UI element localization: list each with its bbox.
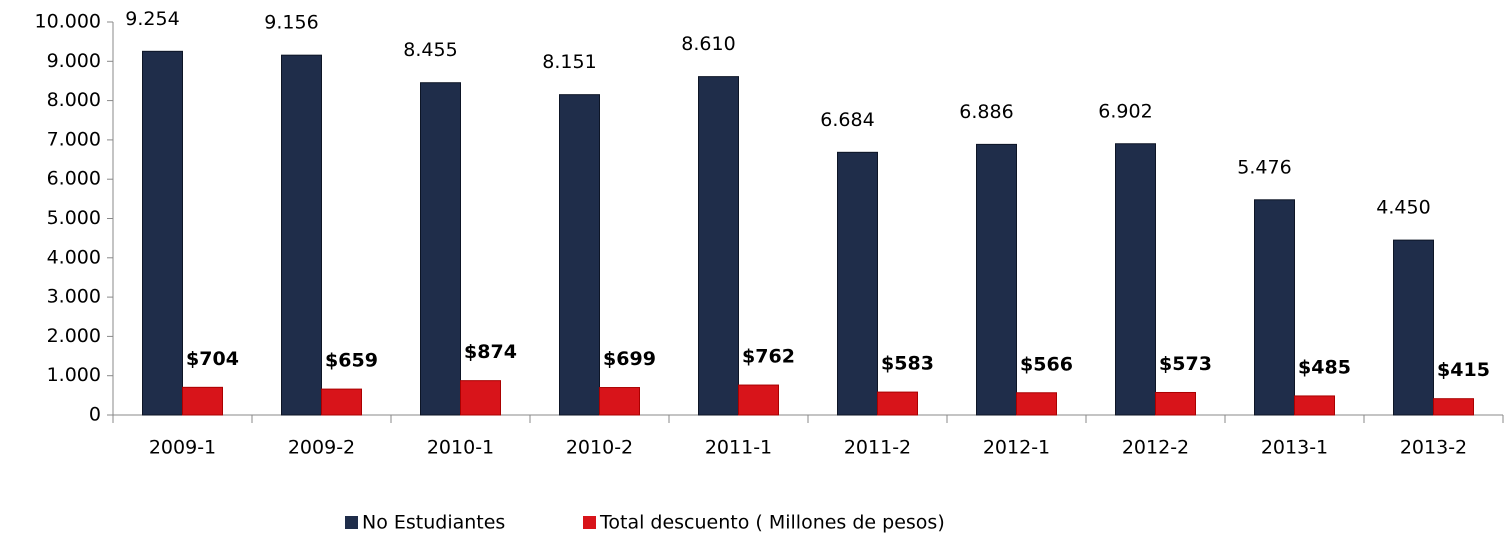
- data-label: $573: [1159, 353, 1212, 375]
- data-label: 8.455: [403, 39, 457, 61]
- data-label: 4.450: [1376, 197, 1430, 219]
- data-label: $699: [603, 348, 656, 370]
- data-label: 8.610: [681, 33, 735, 55]
- bar: [1016, 392, 1057, 416]
- x-tick-label: 2010-1: [427, 437, 494, 459]
- legend-label: Total descuento ( Millones de pesos): [599, 512, 945, 534]
- bar: [738, 384, 779, 416]
- data-label: 6.684: [820, 109, 874, 131]
- bar: [1115, 143, 1156, 416]
- data-label: $583: [881, 353, 934, 375]
- bar: [1294, 395, 1335, 416]
- data-label: 5.476: [1237, 156, 1291, 178]
- x-tick-label: 2011-2: [844, 437, 911, 459]
- bar: [281, 54, 322, 416]
- bar: [1433, 398, 1474, 416]
- y-tick-label: 4.000: [47, 246, 101, 268]
- y-tick-label: 3.000: [47, 286, 101, 308]
- data-label: $415: [1437, 359, 1490, 381]
- bar: [1155, 391, 1196, 416]
- data-label: $874: [464, 341, 517, 363]
- y-tick-label: 8.000: [47, 89, 101, 111]
- bar: [321, 388, 362, 416]
- y-tick-label: 10.000: [35, 11, 101, 33]
- data-label: 6.886: [959, 101, 1013, 123]
- bar: [837, 151, 878, 416]
- y-tick-label: 2.000: [47, 325, 101, 347]
- data-label: $566: [1020, 353, 1073, 375]
- bar: [182, 386, 223, 416]
- y-tick-label: 0: [89, 404, 101, 426]
- data-label: 8.151: [542, 51, 596, 73]
- bar: [142, 50, 183, 416]
- legend-label: No Estudiantes: [362, 512, 505, 534]
- data-label: 9.156: [264, 12, 318, 34]
- x-tick-label: 2010-2: [566, 437, 633, 459]
- y-tick-label: 7.000: [47, 128, 101, 150]
- bar: [420, 82, 461, 416]
- x-tick-label: 2011-1: [705, 437, 772, 459]
- x-tick-label: 2013-1: [1261, 437, 1328, 459]
- bar: [599, 387, 640, 416]
- data-label: 9.254: [125, 8, 179, 30]
- data-label: $485: [1298, 356, 1351, 378]
- data-label: 6.902: [1098, 100, 1152, 122]
- x-tick-label: 2013-2: [1400, 437, 1467, 459]
- x-tick-label: 2009-2: [288, 437, 355, 459]
- bar: [877, 391, 918, 416]
- data-label: $659: [325, 350, 378, 372]
- x-tick-label: 2012-2: [1122, 437, 1189, 459]
- legend-swatch: [583, 516, 596, 529]
- y-tick-label: 1.000: [47, 364, 101, 386]
- x-tick-label: 2012-1: [983, 437, 1050, 459]
- bar: [559, 94, 600, 416]
- bar: [698, 76, 739, 416]
- legend-swatch: [345, 516, 358, 529]
- x-tick-label: 2009-1: [149, 437, 216, 459]
- data-label: $704: [186, 348, 239, 370]
- y-tick-label: 9.000: [47, 50, 101, 72]
- bar: [460, 380, 501, 416]
- bar: [976, 143, 1017, 416]
- bar: [1393, 239, 1434, 416]
- y-tick-label: 5.000: [47, 207, 101, 229]
- data-label: $762: [742, 346, 795, 368]
- y-tick-label: 6.000: [47, 168, 101, 190]
- bar: [1254, 199, 1295, 416]
